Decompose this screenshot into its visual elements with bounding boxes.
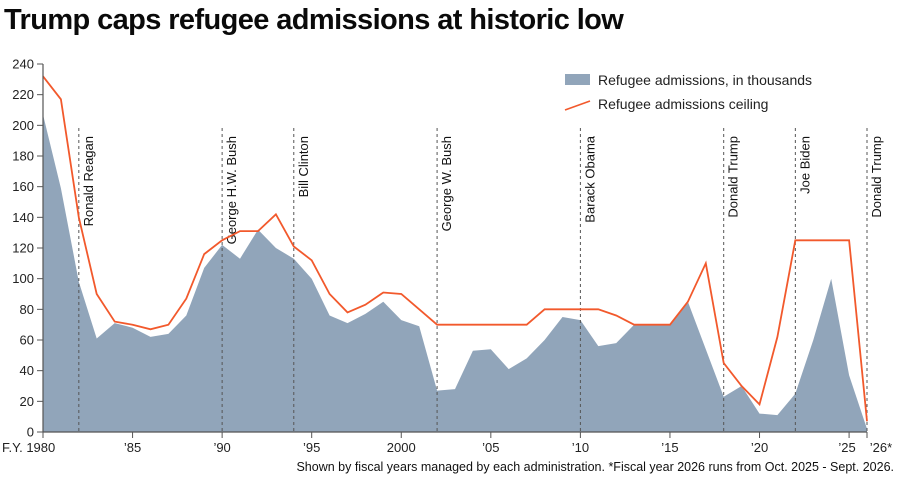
admissions-area-layer: [43, 114, 867, 432]
legend-label-ceiling: Refugee admissions ceiling: [598, 96, 768, 112]
y-tick-label: 200: [12, 118, 34, 133]
administration-label: Bill Clinton: [296, 136, 311, 197]
x-tick-label: ’85: [124, 440, 141, 455]
y-tick-label: 160: [12, 179, 34, 194]
x-tick-label: ’26*: [870, 440, 892, 455]
x-tick-label: ’90: [213, 440, 230, 455]
x-tick-label: F.Y. 1980: [2, 440, 55, 455]
x-tick-label: 2000: [387, 440, 416, 455]
y-tick-label: 60: [20, 333, 34, 348]
admissions-area: [43, 114, 867, 432]
y-tick-label: 140: [12, 210, 34, 225]
administration-label: Ronald Reagan: [81, 136, 96, 226]
x-tick-label: ’15: [661, 440, 678, 455]
administration-label: George H.W. Bush: [224, 136, 239, 244]
legend: Refugee admissions, in thousands Refugee …: [564, 72, 812, 112]
y-tick-label: 0: [27, 425, 34, 440]
administration-markers: Ronald Reagan George H.W. Bush Bill Clinto…: [78, 128, 884, 432]
legend-swatch-area: [565, 74, 590, 85]
ceiling-line-layer: [42, 75, 868, 422]
y-tick-label: 80: [20, 302, 34, 317]
y-tick-label: 100: [12, 271, 34, 286]
ceiling-line: [42, 75, 868, 422]
x-tick-label: ’05: [482, 440, 499, 455]
y-tick-label: 20: [20, 394, 34, 409]
footnote: Shown by fiscal years managed by each ad…: [296, 460, 894, 474]
chart-title: Trump caps refugee admissions at histori…: [4, 4, 624, 36]
x-tick-label: ’10: [572, 440, 589, 455]
administration-label: George W. Bush: [439, 136, 454, 231]
x-tick-label: ’20: [751, 440, 768, 455]
y-tick-label: 180: [12, 149, 34, 164]
x-tick-label: ’25: [838, 440, 855, 455]
x-tick-label: ’95: [303, 440, 320, 455]
legend-label-admissions: Refugee admissions, in thousands: [598, 72, 812, 88]
administration-label: Joe Biden: [797, 136, 812, 194]
y-tick-label: 240: [12, 57, 34, 72]
administration-label: Donald Trump: [869, 136, 884, 218]
y-tick-label: 40: [20, 363, 34, 378]
administration-label: Barack Obama: [582, 135, 597, 222]
legend-swatch-ceiling: [564, 100, 591, 111]
administration-label: Donald Trump: [726, 136, 741, 218]
axes: 0 20 40 60 80 100 120 140 160 180 200 220 240 F.Y. 19…: [2, 57, 892, 456]
y-tick-label: 220: [12, 87, 34, 102]
y-tick-label: 120: [12, 241, 34, 256]
